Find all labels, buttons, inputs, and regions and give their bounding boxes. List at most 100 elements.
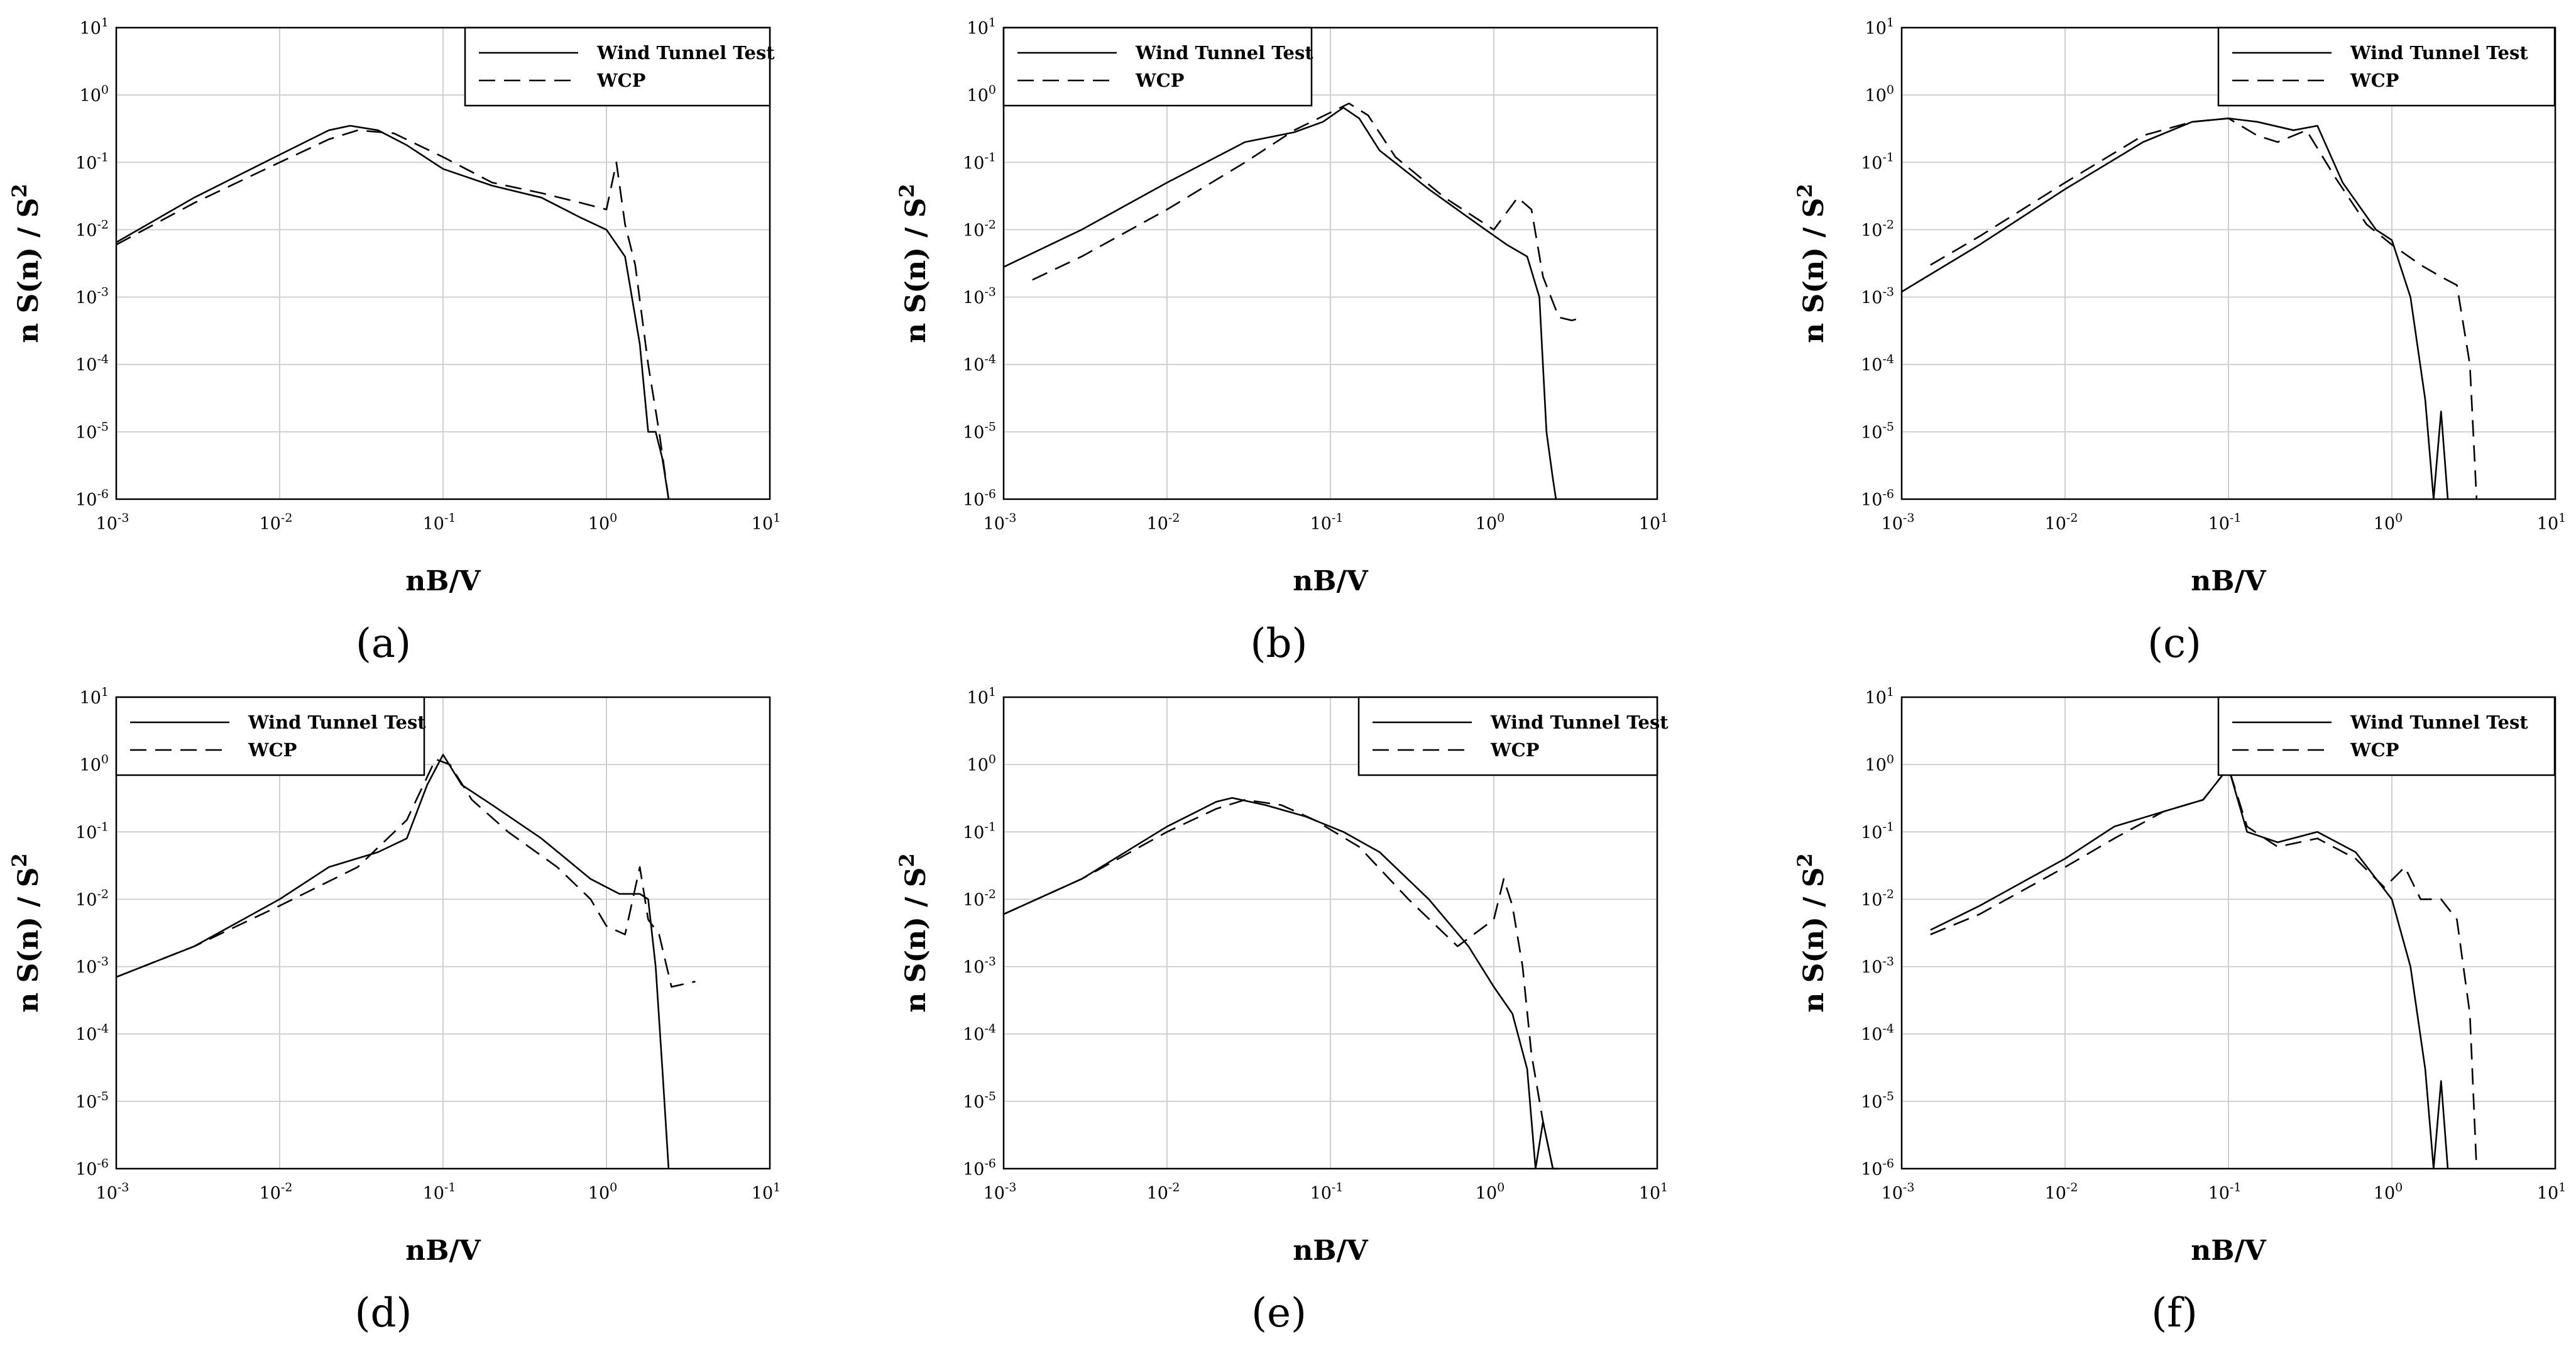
y-axis-label: n S(n) / S2	[895, 184, 932, 343]
panels: 10-3 10-2 10-1 100 101 10-6 10-5 10-4 10-3 10-2 10…	[8, 16, 2566, 1337]
y-tick-label: 100	[1865, 83, 1894, 106]
y-tick-label: 10-6	[75, 487, 109, 510]
legend-box	[1359, 697, 1657, 775]
y-tick-label: 101	[1865, 685, 1894, 708]
figure-caption: (d)	[355, 1290, 412, 1337]
y-tick-label: 10-2	[75, 218, 109, 240]
y-axis-label: n S(n) / S2	[8, 184, 45, 343]
x-tick-label: 10-3	[96, 1181, 129, 1203]
y-tick-label: 10-6	[1861, 1157, 1894, 1179]
y-tick-label: 10-6	[75, 1157, 109, 1179]
y-tick-label: 101	[1865, 16, 1894, 38]
series-line-wcp	[1931, 768, 2477, 1169]
chart-panel-a: 10-310-210-110010110-610-510-410-310-210…	[8, 16, 781, 667]
y-axis-label: n S(n) / S2	[1793, 853, 1830, 1012]
legend: Wind Tunnel Test WCP	[1359, 697, 1669, 775]
y-tick-label: 100	[1865, 752, 1894, 775]
y-tick-label: 101	[80, 16, 109, 38]
y-tick-label: 10-3	[1861, 285, 1894, 308]
x-tick-label: 10-1	[2208, 1181, 2242, 1203]
legend: Wind Tunnel Test WCP	[2218, 697, 2555, 775]
legend-label: Wind Tunnel Test	[2350, 712, 2528, 733]
y-tick-label: 10-4	[75, 1022, 109, 1045]
y-tick-label: 10-1	[1861, 820, 1894, 842]
x-tick-label: 10-2	[1147, 1181, 1180, 1203]
x-tick-label: 10-3	[1882, 1181, 1915, 1203]
x-tick-label: 10-1	[2208, 511, 2242, 534]
x-tick-label: 10-1	[423, 1181, 456, 1203]
y-tick-label: 10-5	[1861, 420, 1894, 443]
legend-label: WCP	[1135, 70, 1185, 91]
x-tick-label: 101	[752, 1181, 781, 1203]
y-tick-label: 10-3	[75, 285, 109, 308]
series-line-wind-tunnel-test	[116, 126, 669, 499]
y-tick-label: 10-5	[75, 1089, 109, 1112]
x-tick-label: 10-3	[1882, 511, 1915, 534]
y-tick-label: 10-3	[1861, 955, 1894, 978]
x-tick-label: 100	[2374, 1181, 2403, 1203]
figure-caption: (e)	[1251, 1290, 1307, 1337]
x-axis-label: nB/V	[405, 1235, 481, 1267]
series-line-wcp	[1004, 800, 1559, 1169]
chart-panel-d: 10-310-210-110010110-610-510-410-310-210…	[8, 685, 781, 1337]
series-line-wcp	[116, 130, 669, 499]
x-tick-label: 10-1	[1310, 1181, 1344, 1203]
y-tick-label: 10-6	[963, 1157, 996, 1179]
series-line-wind-tunnel-test	[1931, 768, 2448, 1169]
x-tick-label: 101	[2537, 511, 2566, 534]
y-tick-label: 10-2	[963, 887, 996, 910]
legend-box	[465, 28, 770, 106]
figure-caption: (b)	[1251, 620, 1308, 667]
x-tick-label: 10-2	[1147, 511, 1180, 534]
legend-box	[1004, 28, 1312, 106]
x-tick-label: 10-2	[260, 1181, 293, 1203]
y-tick-label: 10-5	[1861, 1089, 1894, 1112]
legend-label: Wind Tunnel Test	[248, 712, 426, 733]
y-tick-label: 10-6	[963, 487, 996, 510]
figure-caption: (a)	[356, 620, 411, 667]
legend-label: Wind Tunnel Test	[596, 42, 775, 63]
x-tick-label: 100	[588, 1181, 617, 1203]
chart-panel-b: 10-310-210-110010110-610-510-410-310-210…	[895, 16, 1668, 667]
legend-label: WCP	[1490, 739, 1540, 761]
y-tick-label: 10-4	[1861, 1022, 1894, 1045]
legend: Wind Tunnel TestWCP	[465, 28, 775, 106]
x-axis-label: nB/V	[1293, 1235, 1368, 1267]
legend: Wind Tunnel TestWCP	[2218, 28, 2555, 106]
y-tick-label: 10-3	[75, 955, 109, 978]
legend-box	[2218, 697, 2555, 775]
legend-label: Wind Tunnel Test	[1490, 712, 1669, 733]
x-tick-label: 10-1	[1310, 511, 1344, 534]
y-tick-label: 10-1	[963, 820, 996, 842]
legend: Wind Tunnel TestWCP	[1004, 28, 1313, 106]
y-tick-label: 101	[967, 685, 996, 708]
y-tick-label: 10-3	[963, 955, 996, 978]
y-tick-label: 10-6	[1861, 487, 1894, 510]
series-line-wcp	[116, 759, 696, 987]
y-tick-label: 100	[80, 83, 109, 106]
legend-label: WCP	[248, 739, 297, 761]
x-tick-label: 100	[2374, 511, 2403, 534]
y-tick-label: 10-2	[1861, 887, 1894, 910]
y-tick-label: 10-5	[963, 1089, 996, 1112]
y-tick-label: 100	[967, 83, 996, 106]
y-axis-label: n S(n) / S2	[1793, 184, 1830, 343]
legend-box	[2218, 28, 2555, 106]
figure-caption: (f)	[2151, 1290, 2198, 1337]
series-line-wind-tunnel-test	[1004, 107, 1556, 499]
x-tick-label: 101	[1639, 511, 1668, 534]
series-line-wind-tunnel-test	[116, 755, 669, 1169]
x-tick-label: 10-3	[96, 511, 129, 534]
x-tick-label: 10-2	[260, 511, 293, 534]
legend-box	[116, 697, 424, 775]
legend-label: WCP	[2350, 739, 2399, 761]
x-axis-label: nB/V	[405, 565, 481, 597]
series-line-wcp	[1931, 118, 2477, 499]
figure-caption: (c)	[2147, 620, 2201, 667]
legend-label: WCP	[2350, 70, 2399, 91]
y-tick-label: 10-3	[963, 285, 996, 308]
y-tick-label: 101	[80, 685, 109, 708]
x-tick-label: 10-3	[984, 511, 1017, 534]
x-tick-label: 100	[1476, 1181, 1504, 1203]
y-tick-label: 100	[80, 752, 109, 775]
